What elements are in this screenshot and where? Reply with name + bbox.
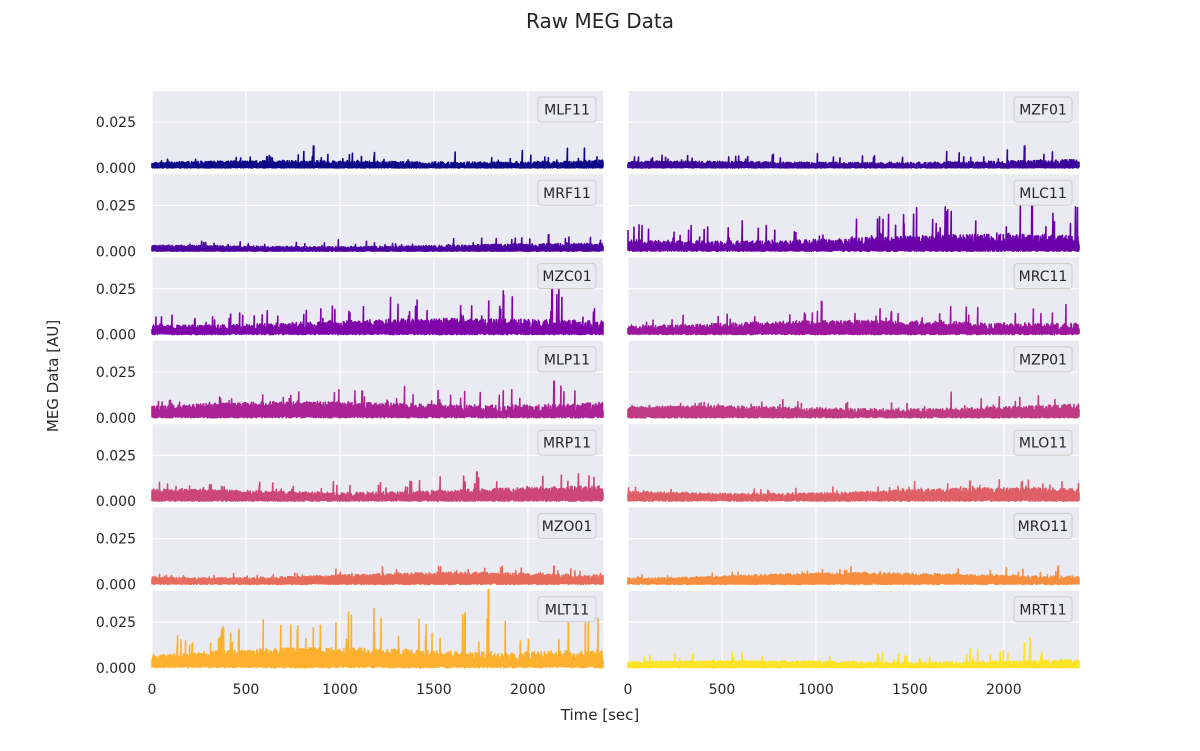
x-tick-label: 0: [624, 682, 633, 698]
legend-label: MLT11: [545, 602, 589, 618]
y-tick-label: 0.025: [96, 115, 136, 131]
legend-box: [537, 96, 597, 123]
y-axis-label: MEG Data [AU]: [44, 319, 62, 433]
x-tick-label: 500: [233, 682, 260, 698]
series-line-MLC11: [627, 193, 1080, 253]
panel-MZF01: MZF01: [627, 91, 1080, 169]
y-tick-label: 0.025: [96, 615, 136, 631]
legend-label: MLF11: [544, 103, 590, 119]
legend-box: [1013, 96, 1073, 123]
y-tick-label: 0.000: [96, 411, 136, 427]
series-line-MRT11: [627, 637, 1080, 669]
series-line-MZF01: [627, 145, 1080, 169]
panel-MRC11: MRC11: [627, 257, 1080, 336]
legend-box: [537, 346, 597, 373]
legend-box: [537, 513, 597, 539]
legend-label: MZF01: [1019, 103, 1067, 119]
legend-label: MRC11: [1019, 269, 1068, 285]
legend-label: MRP11: [543, 436, 591, 452]
legend-box: [1013, 346, 1073, 373]
series-line-MZP01: [627, 391, 1080, 419]
y-tick-label: 0.000: [96, 328, 136, 344]
panel-MRP11: MRP11: [151, 424, 604, 502]
panel-MRT11: MRT11: [627, 590, 1080, 669]
legend-label: MZC01: [542, 269, 591, 285]
legend-label: MLP11: [544, 352, 590, 368]
x-tick-label: 1000: [798, 682, 834, 698]
y-tick-label: 0.025: [96, 198, 136, 214]
legend-label: MZP01: [1019, 352, 1067, 368]
panel-background: [152, 507, 603, 585]
panel-background: [628, 91, 1079, 168]
panel-background: [152, 174, 603, 252]
y-tick-label: 0.000: [96, 578, 136, 594]
series-line-MLT11: [151, 588, 604, 669]
series-line-MZC01: [151, 286, 604, 336]
y-tick-label: 0.000: [96, 161, 136, 177]
legend-box: [537, 179, 597, 206]
legend-label: MZO01: [542, 519, 593, 535]
legend-box: [1013, 179, 1073, 206]
panel-MZO01: MZO01: [151, 507, 604, 586]
series-line-MRC11: [627, 300, 1080, 336]
x-tick-label: 2000: [510, 682, 546, 698]
legend-box: [537, 263, 597, 290]
y-tick-label: 0.000: [96, 494, 136, 510]
x-tick-label: 2000: [986, 682, 1022, 698]
y-tick-label: 0.000: [96, 661, 136, 677]
chart-title: Raw MEG Data: [526, 9, 674, 33]
series-line-MLF11: [151, 145, 604, 169]
series-line-MRF11: [151, 234, 604, 253]
y-tick-label: 0.025: [96, 448, 136, 464]
panel-MZP01: MZP01: [627, 340, 1080, 419]
series-line-MLO11: [627, 478, 1080, 502]
panel-background: [152, 91, 603, 168]
series-line-MZO01: [151, 565, 604, 586]
panel-MLC11: MLC11: [627, 174, 1080, 253]
panel-MLF11: MLF11: [151, 91, 604, 169]
y-tick-label: 0.000: [96, 244, 136, 260]
x-tick-label: 1500: [416, 682, 452, 698]
legend-box: [1013, 513, 1073, 539]
series-line-MRO11: [627, 565, 1080, 586]
legend-label: MRO11: [1018, 519, 1069, 535]
x-tick-label: 0: [148, 682, 157, 698]
panel-MRO11: MRO11: [627, 507, 1080, 586]
panel-MLO11: MLO11: [627, 424, 1080, 502]
panel-MLT11: MLT11: [151, 588, 604, 669]
x-axis-label: Time [sec]: [560, 706, 640, 724]
panel-background: [628, 257, 1079, 335]
y-tick-label: 0.025: [96, 365, 136, 381]
series-line-MLP11: [151, 380, 604, 419]
legend-label: MLC11: [1019, 186, 1066, 202]
x-tick-label: 1000: [322, 682, 358, 698]
panel-background: [628, 590, 1079, 668]
panel-MZC01: MZC01: [151, 257, 604, 336]
y-tick-label: 0.025: [96, 282, 136, 298]
legend-box: [1013, 263, 1073, 290]
legend-label: MRF11: [543, 186, 591, 202]
x-tick-label: 500: [709, 682, 736, 698]
legend-label: MRT11: [1019, 602, 1066, 618]
series-line-MRP11: [151, 471, 604, 502]
y-tick-label: 0.025: [96, 532, 136, 548]
panel-MLP11: MLP11: [151, 340, 604, 419]
legend-box: [1013, 596, 1073, 623]
x-tick-label: 1500: [892, 682, 928, 698]
legend-box: [537, 596, 597, 623]
legend-box: [537, 429, 597, 456]
legend-label: MLO11: [1019, 436, 1067, 452]
legend-box: [1013, 429, 1073, 456]
panel-MRF11: MRF11: [151, 174, 604, 253]
